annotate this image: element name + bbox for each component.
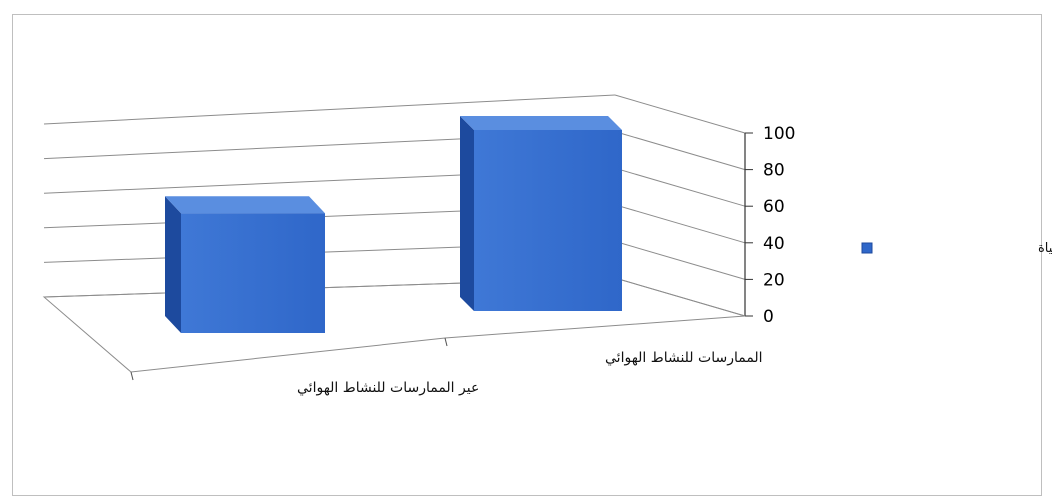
category-label: عير الممارسات للنشاط الهوائي xyxy=(297,380,479,396)
tick-label: 0 xyxy=(763,307,774,327)
tick-label: 40 xyxy=(763,234,785,254)
bar-top-face xyxy=(165,196,325,214)
bar xyxy=(460,116,622,311)
tick-label: 100 xyxy=(763,124,795,144)
gridline-side xyxy=(614,94,746,134)
gridline-side xyxy=(614,240,746,280)
category-tick xyxy=(444,337,448,347)
bar-front-face xyxy=(181,213,325,333)
bar-top-face xyxy=(460,116,622,130)
legend-swatch xyxy=(861,242,873,254)
gridline xyxy=(43,94,616,125)
bar xyxy=(165,196,325,333)
value-axis: 0 20 40 60 80 100 xyxy=(744,124,795,327)
tick-label: 20 xyxy=(763,270,785,290)
legend-label: مقياس جودة الحياة xyxy=(1038,241,1052,256)
bar-side-face xyxy=(460,116,474,311)
bars xyxy=(165,116,622,333)
category-label: الممارسات للنشاط الهوائي xyxy=(605,350,763,366)
gridline-side xyxy=(614,167,746,207)
bar-side-face xyxy=(165,196,181,333)
gridline-side xyxy=(614,131,746,171)
gridlines xyxy=(43,94,746,317)
legend: مقياس جودة الحياة xyxy=(861,241,1052,256)
category-labels: عير الممارسات للنشاط الهوائي الممارسات لل… xyxy=(297,350,763,396)
tick-label: 80 xyxy=(763,161,785,181)
category-tick xyxy=(130,371,134,381)
tick-label: 60 xyxy=(763,197,785,217)
bar-front-face xyxy=(474,130,622,311)
gridline-side xyxy=(614,204,746,244)
